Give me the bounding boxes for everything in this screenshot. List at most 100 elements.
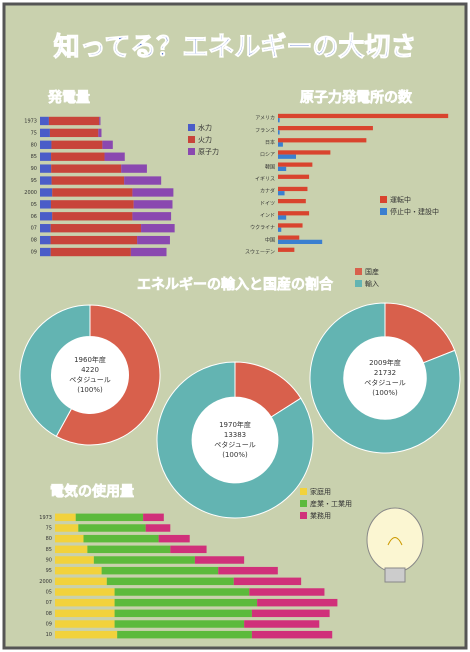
bar — [278, 154, 296, 159]
light-bulb — [366, 507, 424, 583]
donut-center-label: 21732 — [374, 369, 396, 377]
bar-segment — [101, 566, 219, 575]
bar-segment — [137, 235, 170, 245]
bar-segment — [75, 513, 144, 522]
bar-segment — [55, 630, 118, 639]
bar-segment — [40, 235, 51, 245]
category-label: 1973 — [39, 515, 52, 521]
legend-label: 水力 — [198, 123, 212, 132]
donut-center-label: ペタジュール — [69, 375, 111, 384]
bar — [278, 191, 285, 196]
category-label: 95 — [46, 568, 52, 574]
bar-segment — [50, 224, 142, 233]
bar-segment — [40, 247, 51, 257]
legend-swatch — [188, 136, 195, 143]
donut-hole — [343, 336, 427, 420]
bar — [278, 247, 295, 252]
category-label: 85 — [31, 154, 37, 160]
bar-segment — [145, 524, 171, 532]
category-label: ドイツ — [260, 201, 275, 207]
legend-label: 原子力 — [198, 147, 219, 156]
bar-segment — [51, 176, 125, 185]
bar — [278, 138, 367, 143]
category-label: 06 — [31, 214, 37, 220]
bar-segment — [40, 176, 52, 185]
legend-label: 業務用 — [310, 511, 331, 520]
bar-segment — [114, 620, 245, 628]
donut-center-label: 4220 — [81, 366, 99, 374]
bar-segment — [170, 545, 207, 554]
category-label: 07 — [46, 600, 52, 606]
legend-swatch — [300, 488, 307, 495]
bar-segment — [52, 212, 133, 221]
category-label: 09 — [46, 622, 52, 628]
bar — [278, 215, 287, 220]
category-label: 75 — [46, 526, 52, 532]
bar — [278, 239, 323, 245]
category-label: カナダ — [260, 188, 275, 195]
bar-segment — [251, 630, 333, 639]
bar-segment — [130, 247, 167, 257]
donut-center-label: 1960年度 — [74, 355, 106, 364]
bar-segment — [124, 176, 162, 185]
category-label: 85 — [46, 547, 52, 553]
category-label: 2000 — [24, 190, 37, 196]
category-label: インド — [260, 213, 275, 219]
bar-segment — [194, 556, 245, 564]
bar-segment — [158, 534, 190, 543]
bar-segment — [40, 212, 53, 221]
bar — [278, 235, 300, 240]
bar — [278, 142, 283, 147]
bar-segment — [78, 524, 146, 532]
bar-segment — [40, 200, 51, 209]
category-label: イギリス — [255, 176, 275, 182]
category-label: ロシア — [260, 152, 275, 158]
donut-center-label: ペタジュール — [214, 440, 256, 449]
legend-label: 国産 — [365, 267, 379, 276]
category-label: 90 — [46, 558, 52, 564]
bar-segment — [218, 566, 278, 575]
bar-segment — [104, 152, 125, 161]
bar-segment — [257, 598, 338, 607]
bar — [278, 150, 331, 155]
bar — [278, 227, 282, 232]
bar-segment — [98, 128, 102, 138]
bar-segment — [244, 620, 320, 628]
category-label: 80 — [31, 142, 37, 148]
category-label: 日本 — [265, 139, 275, 146]
bar-segment — [93, 556, 195, 564]
bar-segment — [50, 247, 131, 257]
donut-center-label: 2009年度 — [369, 358, 401, 367]
bar-segment — [40, 116, 49, 126]
bar-segment — [99, 116, 101, 126]
bar — [278, 113, 449, 119]
legend-swatch — [300, 512, 307, 519]
category-label: 07 — [31, 226, 37, 232]
bar — [278, 211, 310, 216]
category-label: 中国 — [265, 236, 275, 243]
chart-title: エネルギーの輸入と国産の割合 — [137, 276, 334, 293]
bar — [278, 166, 287, 172]
bar-segment — [114, 598, 258, 607]
category-label: 09 — [31, 250, 37, 256]
bar-segment — [143, 513, 164, 522]
legend-swatch — [188, 124, 195, 131]
donut-center-label: (100%) — [372, 389, 398, 397]
category-label: 10 — [46, 632, 52, 638]
bar-segment — [40, 128, 50, 138]
category-label: フランス — [255, 128, 275, 134]
bar-segment — [55, 534, 84, 543]
bar — [278, 186, 308, 192]
bar-segment — [141, 224, 175, 233]
donut-center-label: (100%) — [77, 386, 103, 394]
donut-center-label: 13383 — [224, 431, 246, 439]
bar-segment — [55, 620, 115, 628]
bar-segment — [87, 545, 171, 554]
chart-title: 発電量 — [47, 89, 90, 106]
category-label: スウェーデン — [245, 248, 275, 255]
legend-swatch — [188, 148, 195, 155]
bar-segment — [52, 188, 133, 197]
bar-segment — [55, 566, 102, 575]
donut-center-label: ペタジュール — [364, 378, 406, 387]
